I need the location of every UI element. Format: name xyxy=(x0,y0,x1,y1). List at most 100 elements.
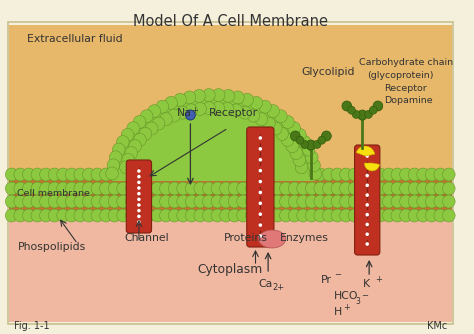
Circle shape xyxy=(91,182,104,195)
Circle shape xyxy=(357,168,369,181)
Text: −: − xyxy=(361,292,368,301)
Circle shape xyxy=(259,180,262,183)
Circle shape xyxy=(434,182,447,195)
Circle shape xyxy=(112,143,125,156)
Circle shape xyxy=(321,131,331,141)
Text: Model Of A Cell Membrane: Model Of A Cell Membrane xyxy=(133,14,328,29)
Circle shape xyxy=(222,90,235,103)
Circle shape xyxy=(331,195,344,208)
Circle shape xyxy=(443,195,455,208)
Circle shape xyxy=(107,159,120,172)
Circle shape xyxy=(293,128,306,141)
Text: Receptor: Receptor xyxy=(384,84,427,93)
Circle shape xyxy=(143,168,155,181)
Circle shape xyxy=(40,168,52,181)
Text: +: + xyxy=(375,275,382,284)
Circle shape xyxy=(122,154,135,166)
Circle shape xyxy=(259,234,262,238)
Circle shape xyxy=(14,168,27,181)
Circle shape xyxy=(241,93,254,106)
Circle shape xyxy=(146,122,158,135)
Circle shape xyxy=(117,195,129,208)
Circle shape xyxy=(125,195,138,208)
Circle shape xyxy=(228,209,241,222)
Circle shape xyxy=(443,209,455,222)
Circle shape xyxy=(117,182,129,195)
Circle shape xyxy=(74,209,87,222)
Circle shape xyxy=(250,96,263,109)
Circle shape xyxy=(91,209,104,222)
Circle shape xyxy=(57,168,69,181)
Circle shape xyxy=(22,209,35,222)
Text: Cytoplasm: Cytoplasm xyxy=(198,264,263,277)
Text: K: K xyxy=(364,279,371,289)
Circle shape xyxy=(237,209,249,222)
Text: Receptor: Receptor xyxy=(209,108,258,118)
Circle shape xyxy=(151,182,164,195)
Circle shape xyxy=(137,186,141,190)
Circle shape xyxy=(408,182,421,195)
Circle shape xyxy=(322,182,335,195)
Circle shape xyxy=(271,182,284,195)
Circle shape xyxy=(267,105,280,118)
Circle shape xyxy=(219,168,232,181)
Circle shape xyxy=(314,195,327,208)
Circle shape xyxy=(134,133,146,146)
Circle shape xyxy=(48,195,61,208)
Text: Glycolipid: Glycolipid xyxy=(301,67,355,77)
Text: Channel: Channel xyxy=(124,233,169,243)
Circle shape xyxy=(202,168,215,181)
Circle shape xyxy=(259,169,262,172)
Circle shape xyxy=(365,223,369,226)
Circle shape xyxy=(117,209,129,222)
Circle shape xyxy=(168,168,181,181)
Circle shape xyxy=(228,195,241,208)
Circle shape xyxy=(202,209,215,222)
Circle shape xyxy=(314,209,327,222)
Circle shape xyxy=(193,90,205,103)
Circle shape xyxy=(246,209,258,222)
Circle shape xyxy=(134,182,146,195)
Circle shape xyxy=(417,168,429,181)
Circle shape xyxy=(31,195,44,208)
Circle shape xyxy=(14,195,27,208)
Circle shape xyxy=(31,182,44,195)
Circle shape xyxy=(246,168,258,181)
Circle shape xyxy=(331,182,344,195)
Circle shape xyxy=(134,209,146,222)
Circle shape xyxy=(297,182,310,195)
Circle shape xyxy=(296,136,304,144)
Circle shape xyxy=(309,167,322,180)
Circle shape xyxy=(106,167,118,180)
Circle shape xyxy=(176,106,189,119)
Circle shape xyxy=(194,195,207,208)
Circle shape xyxy=(119,161,132,174)
Circle shape xyxy=(408,195,421,208)
Text: Dopamine: Dopamine xyxy=(384,96,432,105)
Circle shape xyxy=(357,110,367,120)
Circle shape xyxy=(237,195,249,208)
Circle shape xyxy=(263,182,275,195)
Circle shape xyxy=(194,209,207,222)
Circle shape xyxy=(425,209,438,222)
Circle shape xyxy=(125,182,138,195)
Text: Extracellular fluid: Extracellular fluid xyxy=(27,34,123,44)
Circle shape xyxy=(305,151,318,164)
Circle shape xyxy=(232,91,244,104)
Circle shape xyxy=(263,209,275,222)
Circle shape xyxy=(100,195,112,208)
Bar xyxy=(9,220,452,322)
Circle shape xyxy=(185,110,195,120)
Text: Pr: Pr xyxy=(320,275,331,285)
Circle shape xyxy=(255,113,268,126)
Circle shape xyxy=(228,168,241,181)
Circle shape xyxy=(348,195,361,208)
Text: Carbohydrate chain: Carbohydrate chain xyxy=(359,57,454,66)
Text: −: − xyxy=(334,271,341,280)
Circle shape xyxy=(134,168,146,181)
Circle shape xyxy=(14,182,27,195)
Circle shape xyxy=(425,182,438,195)
Circle shape xyxy=(82,168,95,181)
Circle shape xyxy=(139,127,152,140)
Circle shape xyxy=(74,168,87,181)
